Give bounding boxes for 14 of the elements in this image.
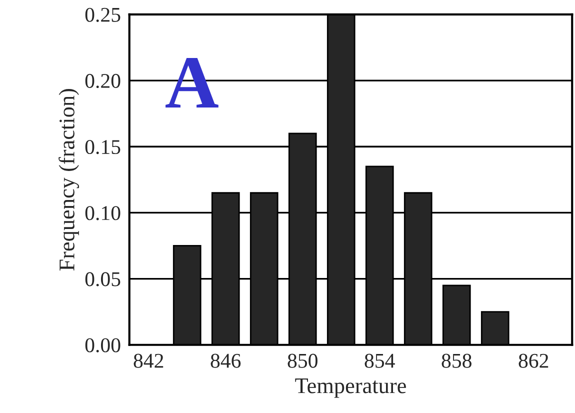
x-tick-label: 842 [134, 354, 164, 368]
y-tick-label: 0.15 [85, 140, 120, 154]
y-axis-title: Frequency (fraction) [58, 89, 80, 271]
x-tick-label: 850 [288, 354, 318, 368]
x-tick-label: 862 [518, 354, 548, 368]
x-axis-title: Temperature [295, 378, 406, 398]
y-tick-label: 0.05 [85, 272, 120, 286]
x-tick-label: 858 [442, 354, 472, 368]
x-tick-label: 846 [210, 354, 241, 368]
y-tick-label: 0.00 [85, 338, 120, 352]
y-tick-label: 0.20 [85, 74, 120, 88]
y-tick-label: 0.10 [85, 206, 120, 220]
y-tick-label: 0.25 [85, 8, 120, 22]
x-tick-label: 854 [364, 354, 395, 368]
